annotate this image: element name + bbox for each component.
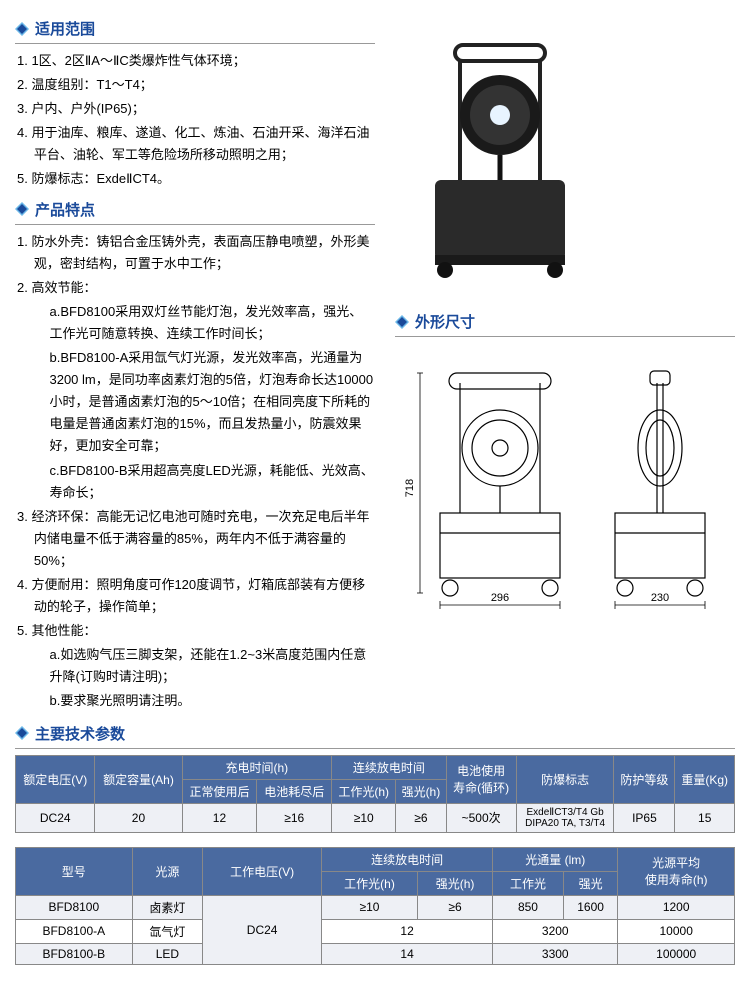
- th: 充电时间(h): [182, 755, 332, 779]
- feature-subitem: c.BFD8100-B采用超高亮度LED光源，耗能低、光效高、寿命长；: [34, 460, 375, 504]
- scope-list: 1. 1区、2区ⅡA～ⅡC类爆炸性气体环境； 2. 温度组别：T1～T4； 3.…: [15, 50, 375, 191]
- scope-item: 1. 1区、2区ⅡA～ⅡC类爆炸性气体环境；: [17, 50, 375, 72]
- feature-item: 5. 其他性能：: [17, 620, 375, 642]
- th: 连续放电时间: [332, 755, 446, 779]
- scope-item: 3. 户内、户外(IP65)；: [17, 98, 375, 120]
- th: 重量(Kg): [675, 755, 735, 803]
- th: 光源: [132, 847, 203, 895]
- feature-item: 2. 高效节能：: [17, 277, 375, 299]
- th: 正常使用后: [182, 779, 257, 803]
- product-photo: [395, 30, 605, 290]
- section-heading-features: 产品特点: [15, 199, 375, 225]
- diamond-icon: [15, 202, 29, 216]
- th: 强光: [563, 871, 618, 895]
- dim-w2: 230: [651, 592, 669, 604]
- th: 强光(h): [396, 779, 446, 803]
- feature-subitem: a.BFD8100采用双灯丝节能灯泡，发光效率高，强光、工作光可随意转换、连续工…: [34, 301, 375, 345]
- diamond-icon: [15, 22, 29, 36]
- th: 光通量 (lm): [493, 847, 618, 871]
- th: 额定电压(V): [16, 755, 95, 803]
- th: 工作光(h): [332, 779, 396, 803]
- section-heading-specs: 主要技术参数: [15, 723, 735, 749]
- scope-item: 2. 温度组别：T1～T4；: [17, 74, 375, 96]
- diamond-icon: [15, 726, 29, 740]
- table-row: BFD8100 卤素灯 DC24 ≥10 ≥6 850 1600 1200: [16, 895, 735, 919]
- features-list: 1. 防水外壳：铸铝合金压铸外壳，表面高压静电喷塑，外形美观，密封结构，可置于水…: [15, 231, 375, 713]
- feature-subitem: b.BFD8100-A采用氙气灯光源，发光效率高，光通量为3200 lm，是同功…: [34, 347, 375, 457]
- th: 光源平均 使用寿命(h): [618, 847, 735, 895]
- table-row: BFD8100-B LED 14 3300 100000: [16, 943, 735, 964]
- specs-table-1: 额定电压(V) 额定容量(Ah) 充电时间(h) 连续放电时间 电池使用 寿命(…: [15, 755, 735, 833]
- th: 连续放电时间: [322, 847, 493, 871]
- feature-item: 4. 方便耐用：照明角度可作120度调节，灯箱底部装有方便移动的轮子，操作简单；: [17, 574, 375, 618]
- feature-subitem: b.要求聚光照明请注明。: [34, 690, 375, 712]
- diamond-icon: [395, 315, 409, 329]
- section-heading-dimensions: 外形尺寸: [395, 311, 735, 337]
- table-row: BFD8100-A 氙气灯 12 3200 10000: [16, 919, 735, 943]
- th: 防护等级: [614, 755, 675, 803]
- th: 强光(h): [417, 871, 492, 895]
- th: 型号: [16, 847, 133, 895]
- scope-title: 适用范围: [35, 18, 95, 39]
- features-title: 产品特点: [35, 199, 95, 220]
- th: 工作光: [493, 871, 564, 895]
- th: 工作光(h): [322, 871, 418, 895]
- section-heading-scope: 适用范围: [15, 18, 375, 44]
- dim-height: 718: [404, 479, 416, 497]
- specs-title: 主要技术参数: [35, 723, 125, 744]
- specs-table-2: 型号 光源 工作电压(V) 连续放电时间 光通量 (lm) 光源平均 使用寿命(…: [15, 847, 735, 965]
- th: 额定容量(Ah): [95, 755, 182, 803]
- table-row: DC24 20 12 ≥16 ≥10 ≥6 ~500次 ExdeⅡCT3/T4 …: [16, 803, 735, 832]
- dimension-drawing: 718 296 230: [395, 353, 735, 613]
- th: 防爆标志: [516, 755, 614, 803]
- dimensions-title: 外形尺寸: [415, 311, 475, 332]
- dim-w1: 296: [491, 592, 509, 604]
- th: 电池使用 寿命(循环): [446, 755, 516, 803]
- scope-item: 4. 用于油库、粮库、遂道、化工、炼油、石油开采、海洋石油平台、油轮、军工等危险…: [17, 122, 375, 166]
- scope-item: 5. 防爆标志：ExdeⅡCT4。: [17, 168, 375, 190]
- th: 电池耗尽后: [257, 779, 332, 803]
- feature-item: 1. 防水外壳：铸铝合金压铸外壳，表面高压静电喷塑，外形美观，密封结构，可置于水…: [17, 231, 375, 275]
- feature-subitem: a.如选购气压三脚支架，还能在1.2~3米高度范围内任意升降(订购时请注明)；: [34, 644, 375, 688]
- th: 工作电压(V): [203, 847, 322, 895]
- feature-item: 3. 经济环保：高能无记忆电池可随时充电，一次充足电后半年内储电量不低于满容量的…: [17, 506, 375, 572]
